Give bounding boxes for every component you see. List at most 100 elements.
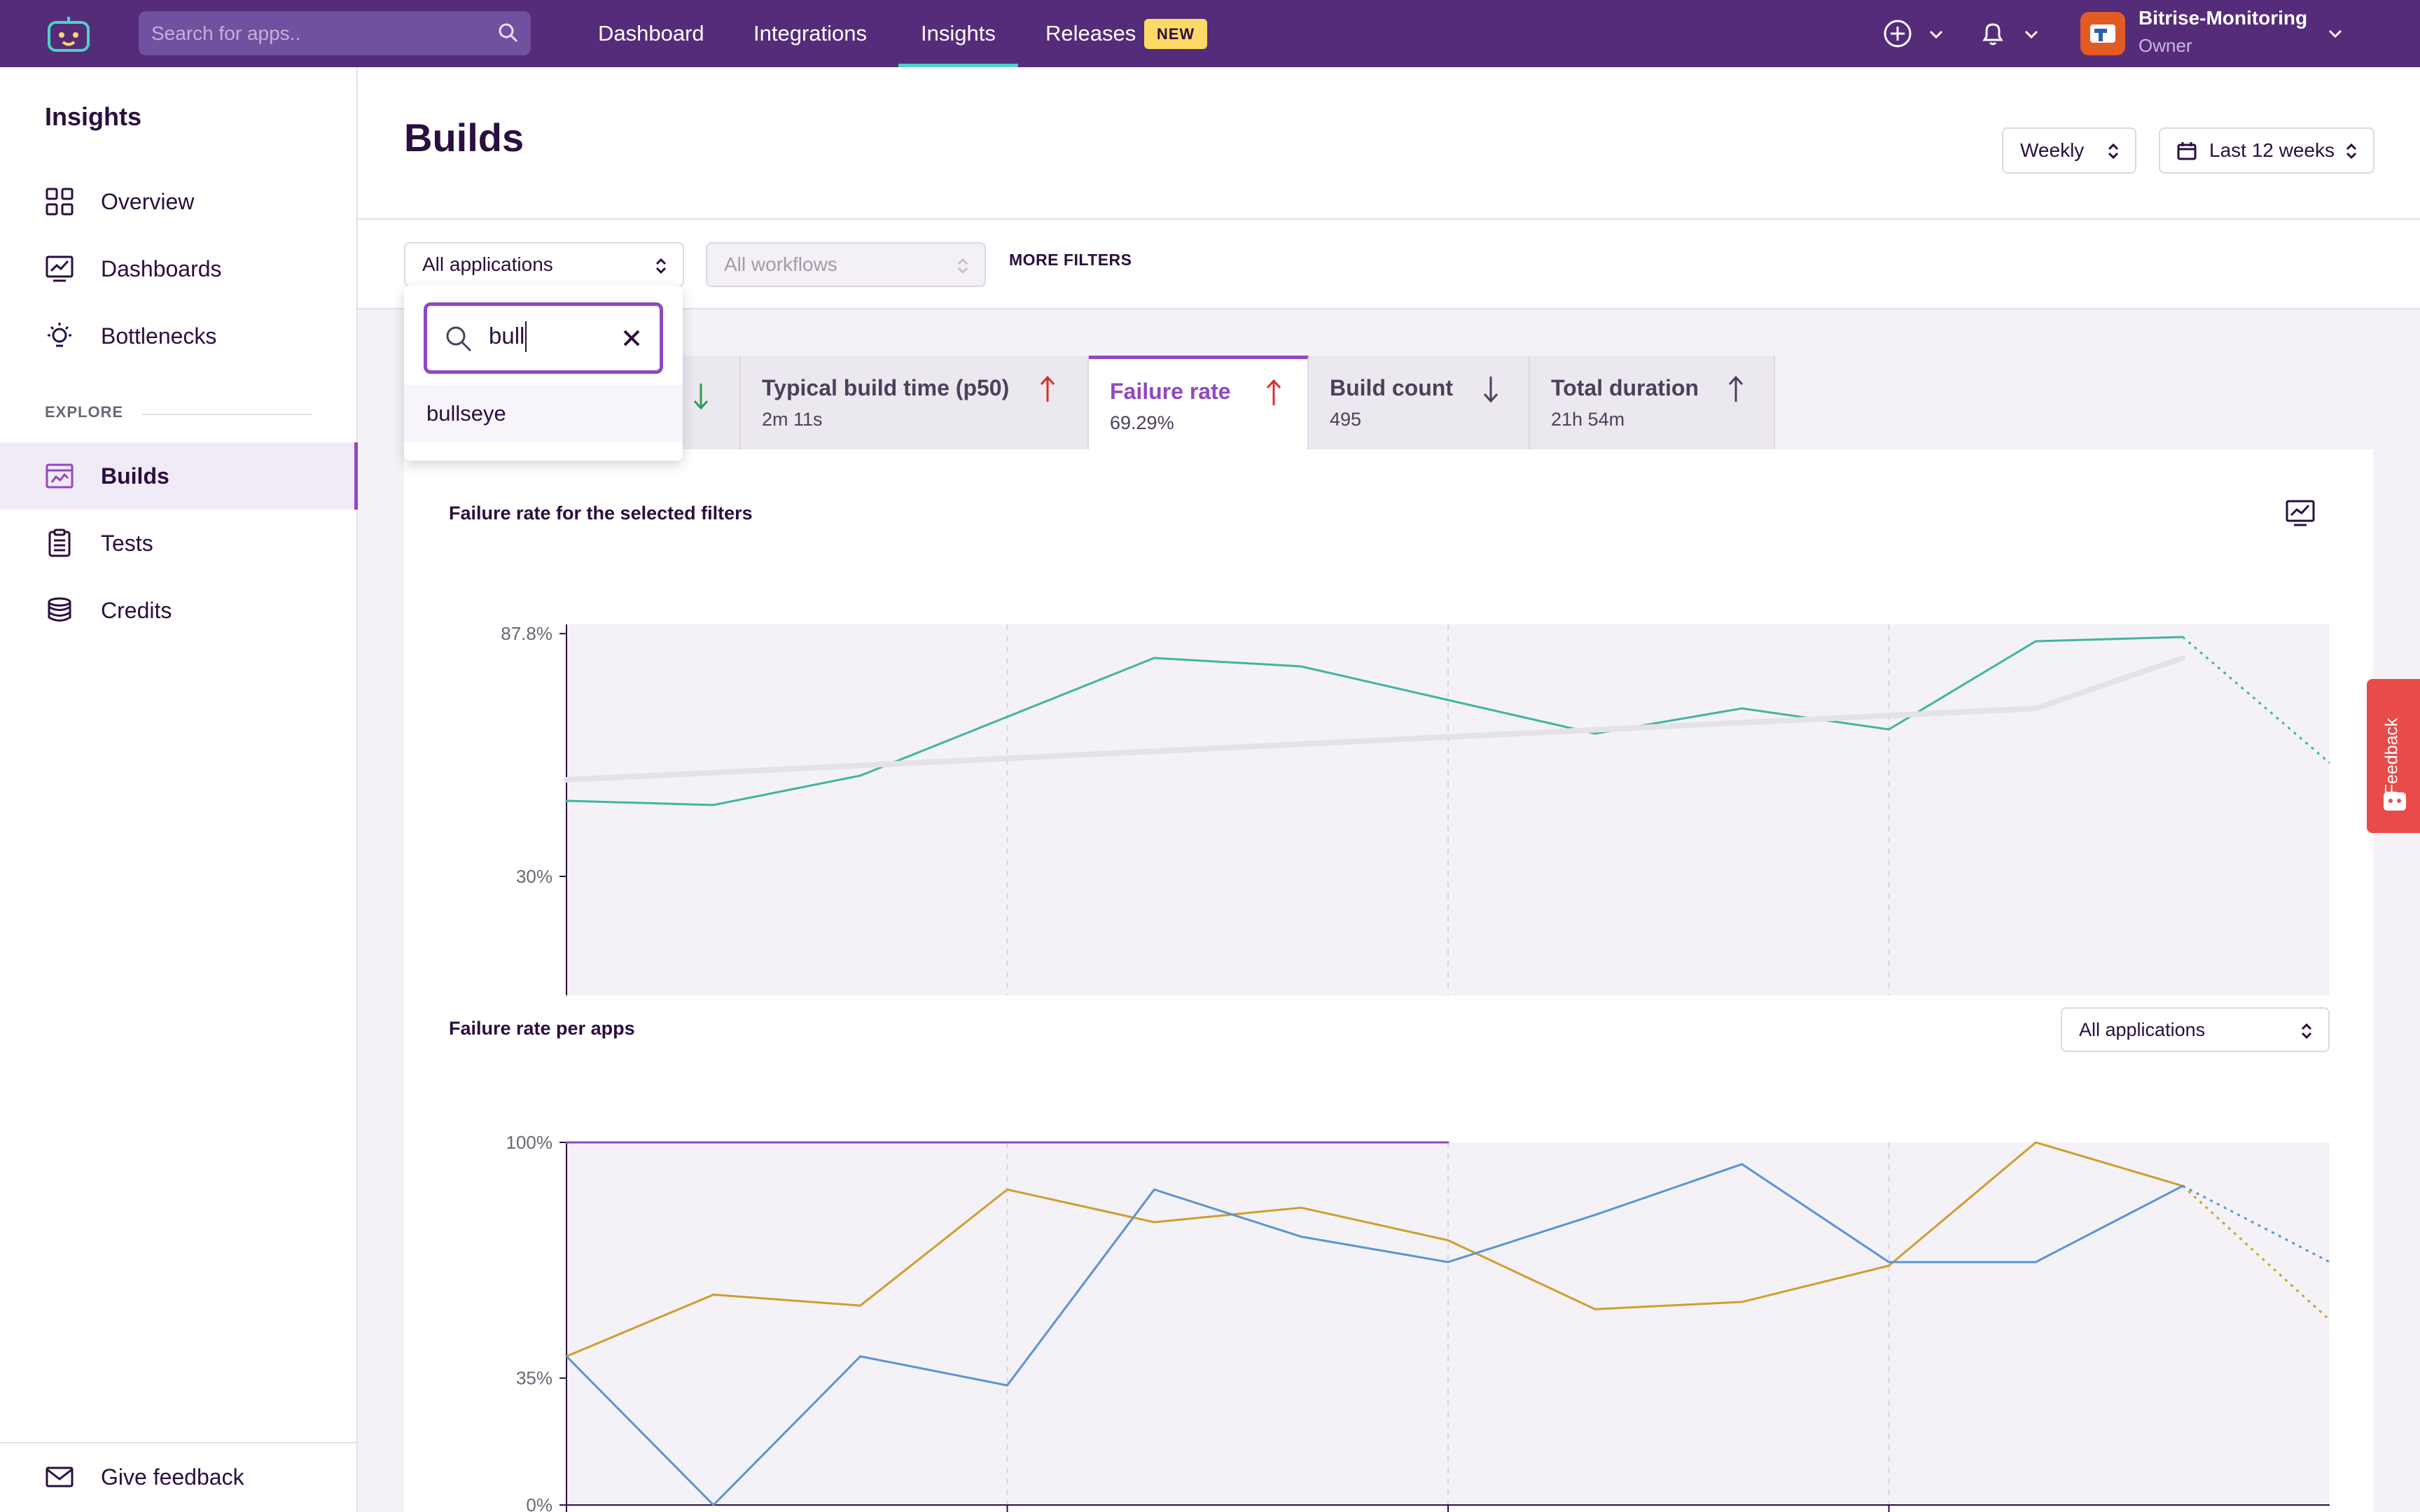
- mail-icon: [46, 1466, 74, 1488]
- metric-tab-build-count[interactable]: Build count 495: [1309, 356, 1530, 449]
- sidebar-item-overview[interactable]: Overview: [0, 168, 356, 235]
- coins-icon: [48, 597, 71, 622]
- more-filters-button[interactable]: MORE FILTERS: [1009, 251, 1132, 269]
- y-tick-label: 35%: [516, 1368, 552, 1389]
- interval-select[interactable]: Weekly: [2002, 127, 2136, 174]
- sidebar-item-label: Credits: [101, 598, 172, 623]
- app-search-input[interactable]: [151, 11, 480, 55]
- chart-monitor-icon[interactable]: [2285, 498, 2316, 528]
- feedback-tab-label: Feedback: [2381, 718, 2402, 795]
- y-tick-label: 0%: [526, 1494, 552, 1512]
- filter-bar: All applications All workflows MORE FILT…: [358, 220, 2420, 309]
- failure-rate-per-apps-chart: Nov 21Dec 12Jan 2Jan 240%35%100%: [506, 1132, 2331, 1512]
- applications-dropdown: bull bullseye: [404, 286, 683, 461]
- sidebar-item-dashboards[interactable]: Dashboards: [0, 235, 356, 302]
- sidebar-item-label: Tests: [101, 531, 153, 556]
- failure-rate-chart: Nov 21Dec 12Jan 2Jan 240%30%87.8%: [501, 623, 2330, 995]
- bell-icon[interactable]: [1977, 18, 2008, 49]
- chevron-down-icon[interactable]: [2022, 25, 2040, 43]
- sidebar-item-label: Builds: [101, 463, 169, 489]
- updown-chevron-icon: [2301, 1023, 2312, 1040]
- close-icon[interactable]: [620, 327, 643, 349]
- updown-chevron-icon: [2346, 143, 2357, 160]
- sidebar-title: Insights: [45, 102, 142, 131]
- applications-filter-value: All applications: [422, 253, 553, 275]
- chevron-down-icon[interactable]: [2326, 24, 2344, 43]
- metric-tab-failure-rate[interactable]: Failure rate 69.29%: [1089, 356, 1309, 449]
- series-line: [565, 1141, 2184, 1358]
- metric-label: Typical build time (p50): [762, 375, 1010, 400]
- arrow-down-icon: [693, 384, 709, 410]
- y-tick-label: 0%: [526, 992, 552, 995]
- workflows-filter-value: All workflows: [724, 253, 837, 275]
- chart-card: Failure rate for the selected filters Fa…: [404, 449, 2373, 1512]
- text-cursor: [525, 321, 527, 352]
- updown-chevron-icon: [2108, 143, 2119, 160]
- dropdown-option[interactable]: bullseye: [404, 385, 683, 442]
- metric-tab-build-time[interactable]: Typical build time (p50) 2m 11s: [741, 356, 1089, 449]
- metric-label: Total duration: [1551, 375, 1699, 400]
- metric-value: 21h 54m: [1551, 409, 1625, 430]
- trend-line: [564, 655, 2186, 783]
- metric-tab-hidden[interactable]: [681, 356, 741, 449]
- new-badge: NEW: [1144, 19, 1207, 49]
- metric-label: Failure rate: [1110, 379, 1231, 404]
- interval-value: Weekly: [2020, 139, 2085, 161]
- dropdown-search-field[interactable]: bull: [424, 302, 663, 374]
- dropdown-search-value: bull: [489, 323, 525, 349]
- builds-icon: [46, 463, 74, 489]
- chart2-app-select[interactable]: All applications: [2061, 1007, 2330, 1052]
- sidebar-item-label: Dashboards: [101, 256, 222, 281]
- arrow-up-icon: [1728, 375, 1744, 402]
- main-content: Builds Weekly Last 12 weeks All appl: [358, 67, 2420, 1512]
- clipboard-icon: [48, 528, 71, 557]
- org-name[interactable]: Bitrise-Monitoring: [2139, 7, 2308, 29]
- page-header: Builds Weekly Last 12 weeks: [358, 67, 2420, 220]
- search-icon: [446, 326, 472, 352]
- add-circle-icon[interactable]: [1882, 18, 1913, 49]
- chat-icon: [2384, 792, 2406, 811]
- sidebar-item-label: Overview: [101, 189, 195, 214]
- date-range-select[interactable]: Last 12 weeks: [2159, 127, 2374, 174]
- app-search-box[interactable]: [139, 11, 531, 55]
- search-icon: [499, 23, 518, 43]
- plot-area: [566, 624, 2330, 995]
- y-tick-label: 100%: [506, 1132, 553, 1153]
- sidebar-item-tests[interactable]: Tests: [0, 510, 356, 577]
- calendar-icon: [2177, 142, 2197, 160]
- updown-chevron-icon: [957, 258, 968, 274]
- nav-releases[interactable]: Releases: [1045, 21, 1136, 46]
- metric-tab-total-duration[interactable]: Total duration 21h 54m: [1530, 356, 1775, 449]
- grid-icon: [46, 188, 74, 216]
- sidebar-item-builds[interactable]: Builds: [0, 442, 358, 510]
- org-role: Owner: [2139, 35, 2192, 56]
- chart-monitor-icon: [46, 255, 74, 282]
- chart1-title: Failure rate for the selected filters: [449, 503, 753, 524]
- sidebar-item-credits[interactable]: Credits: [0, 577, 356, 644]
- arrow-up-icon: [1266, 379, 1281, 405]
- org-avatar[interactable]: [2080, 12, 2125, 55]
- y-tick-label: 87.8%: [501, 623, 552, 644]
- metric-label: Build count: [1330, 375, 1453, 400]
- metric-value: 495: [1330, 409, 1362, 430]
- series-projection-line: [2182, 1185, 2331, 1321]
- updown-chevron-icon: [655, 258, 667, 274]
- nav-integrations[interactable]: Integrations: [753, 21, 867, 46]
- bitrise-logo-icon[interactable]: [46, 15, 91, 52]
- feedback-side-tab[interactable]: Feedback: [2367, 679, 2420, 833]
- nav-insights[interactable]: Insights: [898, 0, 1018, 67]
- divider: [141, 414, 312, 415]
- chevron-down-icon[interactable]: [1927, 25, 1945, 43]
- chart2-app-select-value: All applications: [2079, 1019, 2206, 1040]
- sidebar-item-bottlenecks[interactable]: Bottlenecks: [0, 302, 356, 370]
- metric-value: 2m 11s: [762, 409, 823, 430]
- org-logo-icon: [2090, 24, 2115, 43]
- chart2-title: Failure rate per apps: [449, 1018, 635, 1039]
- series-projection-line: [2182, 636, 2330, 764]
- nav-dashboard[interactable]: Dashboard: [598, 21, 704, 46]
- metric-value: 69.29%: [1110, 412, 1174, 433]
- applications-filter[interactable]: All applications: [404, 242, 684, 287]
- give-feedback-link[interactable]: Give feedback: [0, 1442, 356, 1512]
- arrow-down-icon: [1483, 377, 1498, 403]
- workflows-filter[interactable]: All workflows: [706, 242, 986, 287]
